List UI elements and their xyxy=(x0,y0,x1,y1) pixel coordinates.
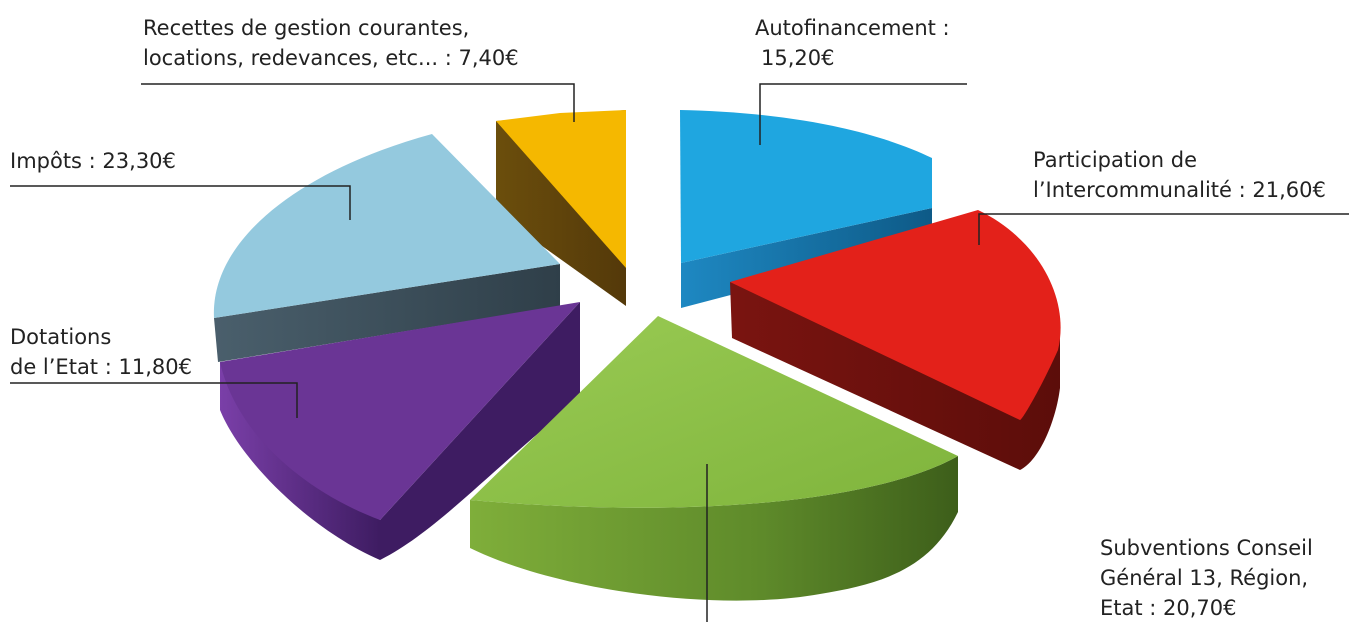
slice-impots xyxy=(213,134,561,362)
leader-line-impots xyxy=(10,185,351,220)
label-recettes-line2: locations, redevances, etc... : 7,40€ xyxy=(143,46,519,70)
label-autofinancement-value: 15,20€ xyxy=(761,46,835,70)
label-subventions-line3: Etat : 20,70€ xyxy=(1100,596,1237,620)
leader-line-autofinancement xyxy=(759,83,967,145)
label-recettes-line1: Recettes de gestion courantes, xyxy=(143,16,470,40)
label-autofinancement-line1: Autofinancement : xyxy=(755,16,950,40)
leader-line-participation xyxy=(978,213,1349,245)
label-autofinancement: Autofinancement : 15,20€ xyxy=(755,13,950,73)
label-participation-line2: l’Intercommunalité : 21,60€ xyxy=(1033,178,1326,202)
label-subventions-line2: Général 13, Région, xyxy=(1100,566,1309,590)
label-dotations: Dotations de l’Etat : 11,80€ xyxy=(10,322,192,382)
label-participation: Participation de l’Intercommunalité : 21… xyxy=(1033,145,1326,205)
label-dotations-line2: de l’Etat : 11,80€ xyxy=(10,355,192,379)
leader-line-dotations xyxy=(10,382,298,418)
label-impots-line1: Impôts : 23,30€ xyxy=(10,149,176,173)
leader-line-recettes xyxy=(141,83,575,122)
slice-subventions xyxy=(470,316,958,601)
slice-recettes xyxy=(496,110,626,306)
slice-participation xyxy=(730,210,1061,470)
label-subventions-line1: Subventions Conseil xyxy=(1100,536,1313,560)
label-dotations-line1: Dotations xyxy=(10,325,112,349)
slice-dotations xyxy=(220,302,580,560)
label-recettes: Recettes de gestion courantes, locations… xyxy=(143,13,519,73)
label-participation-line1: Participation de xyxy=(1033,148,1198,172)
label-subventions: Subventions Conseil Général 13, Région, … xyxy=(1100,533,1313,623)
label-impots: Impôts : 23,30€ xyxy=(10,146,176,176)
